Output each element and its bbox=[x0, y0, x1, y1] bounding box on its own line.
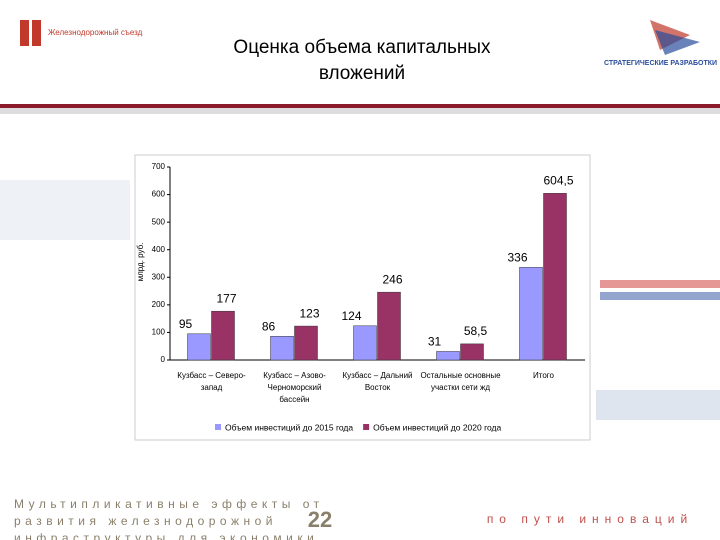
page-number: 22 bbox=[308, 507, 332, 532]
y-tick-label: 700 bbox=[152, 162, 166, 171]
bar bbox=[294, 325, 318, 361]
y-tick-label: 100 bbox=[152, 328, 166, 337]
bar bbox=[519, 267, 543, 361]
x-tick-label: Итого bbox=[533, 371, 554, 380]
logo-left: Железнодорожный съезд bbox=[48, 28, 143, 37]
decor-stripe bbox=[600, 292, 720, 300]
data-label: 31 bbox=[428, 335, 442, 349]
legend-label: Объем инвестиций до 2020 года bbox=[373, 422, 501, 432]
x-tick-label: Остальные основные участки сети жд bbox=[420, 371, 501, 392]
bar bbox=[377, 291, 401, 361]
bar bbox=[211, 310, 235, 361]
y-tick-label: 0 bbox=[161, 355, 166, 364]
legend-swatch bbox=[215, 424, 221, 430]
legend-label: Объем инвестиций до 2015 года bbox=[225, 422, 353, 432]
data-label: 58,5 bbox=[464, 324, 488, 338]
bar bbox=[460, 343, 484, 361]
data-label: 246 bbox=[382, 272, 402, 286]
y-tick-label: 200 bbox=[152, 300, 166, 309]
data-label: 336 bbox=[507, 251, 527, 265]
decor-stripe bbox=[596, 390, 720, 420]
legend-swatch bbox=[363, 424, 370, 430]
decor-stripe bbox=[0, 180, 130, 240]
logo-icon bbox=[20, 20, 29, 46]
bar bbox=[270, 336, 294, 361]
slogan: по пути инноваций bbox=[487, 512, 693, 526]
bar bbox=[436, 351, 460, 361]
logo-right: СТРАТЕГИЧЕСКИЕ РАЗРАБОТКИ bbox=[604, 60, 717, 67]
bar bbox=[353, 325, 377, 361]
logo-flag bbox=[655, 30, 700, 55]
header-shadow bbox=[0, 108, 720, 114]
y-tick-label: 400 bbox=[152, 245, 166, 254]
chart-frame bbox=[134, 154, 591, 441]
header-rule bbox=[0, 104, 720, 108]
footer-text: Мультипликативные эффекты от развития же… bbox=[14, 497, 324, 540]
x-tick-label: Кузбасс – Дальний Восток bbox=[342, 371, 413, 392]
x-tick-label: Кузбасс – Азово-Черноморский бассейн bbox=[263, 371, 326, 404]
chart-title: Оценка объема капитальных вложений bbox=[233, 37, 491, 84]
decor-stripe bbox=[600, 280, 720, 288]
y-tick-label: 600 bbox=[152, 190, 166, 199]
x-tick-label: Кузбасс – Северо-запад bbox=[177, 371, 246, 392]
logo-icon bbox=[32, 20, 41, 46]
bar bbox=[187, 333, 211, 361]
y-tick-label: 500 bbox=[152, 217, 166, 226]
bar bbox=[543, 193, 567, 361]
data-label: 86 bbox=[262, 319, 276, 333]
data-label: 95 bbox=[179, 317, 193, 331]
data-label: 124 bbox=[341, 309, 361, 323]
data-label: 177 bbox=[216, 291, 236, 305]
y-axis-label: млрд. руб. bbox=[136, 243, 145, 282]
data-label: 604,5 bbox=[543, 174, 573, 188]
data-label: 123 bbox=[299, 306, 319, 320]
y-tick-label: 300 bbox=[152, 272, 166, 281]
